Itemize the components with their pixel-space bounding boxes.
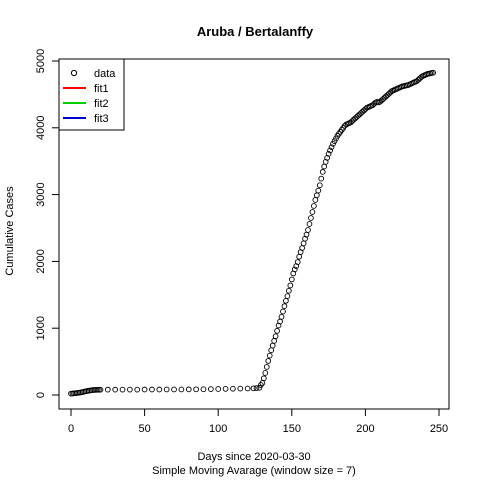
legend-label-fit1: fit1	[94, 83, 109, 95]
x-tick-label: 50	[138, 423, 150, 435]
y-tick-label: 0	[35, 392, 47, 398]
x-axis-label: Days since 2020-03-30	[197, 451, 310, 463]
legend: data fit1 fit2 fit3	[59, 59, 124, 130]
x-tick-label: 250	[430, 423, 448, 435]
y-tick-label: 4000	[35, 116, 47, 140]
x-tick-label: 150	[283, 423, 301, 435]
y-tick-label: 5000	[35, 49, 47, 73]
x-tick-label: 0	[68, 423, 74, 435]
y-axis-label: Cumulative Cases	[4, 186, 16, 276]
legend-label-fit3: fit3	[94, 113, 109, 125]
legend-label-fit2: fit2	[94, 98, 109, 110]
legend-label-data: data	[94, 68, 116, 80]
y-tick-label: 1000	[35, 316, 47, 340]
x-axis-subtitle: Simple Moving Avarage (window size = 7)	[152, 465, 356, 477]
x-tick-label: 200	[356, 423, 374, 435]
y-tick-label: 2000	[35, 249, 47, 273]
chart-title: Aruba / Bertalanffy	[197, 24, 314, 39]
y-tick-label: 3000	[35, 182, 47, 206]
x-tick-label: 100	[209, 423, 227, 435]
